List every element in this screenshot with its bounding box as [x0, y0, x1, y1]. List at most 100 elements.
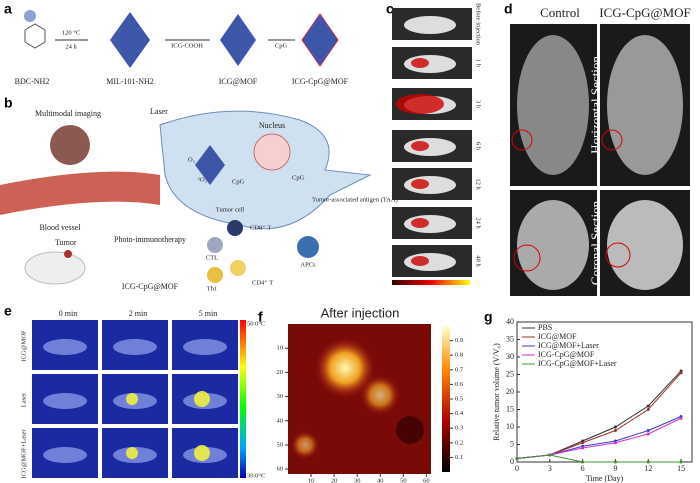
colorbar-label: 0.4 — [455, 410, 464, 417]
row-label: ICG@MOF+Laser — [20, 428, 27, 478]
hot-spot — [126, 447, 138, 459]
tumor-outline — [601, 129, 623, 151]
colorbar-label: 0.6 — [455, 381, 464, 388]
label: CpG — [232, 178, 245, 185]
heat-blob — [291, 431, 319, 459]
blood-vessel — [0, 171, 160, 215]
row-label: Laser — [20, 392, 27, 407]
panel-e: e 50.0°C 30.0°C 0 min 2 min 5 min ICG@MOF La… — [4, 303, 265, 480]
y-tick-label: 15 — [506, 404, 514, 413]
heat-blob — [360, 375, 400, 415]
x-axis-title: Time (Day) — [586, 474, 624, 483]
condition: 120 °C — [62, 29, 80, 36]
y-axis-title: Relative tumor volume (V/V₀) — [492, 343, 501, 441]
panel-g: g 0 3 6 9 12 15 0 5 10 15 20 25 30 35 40 Time (Day) Rela… — [484, 309, 693, 483]
y-tick-label: 20 — [277, 369, 284, 376]
mouse — [183, 339, 227, 355]
panel-label: b — [4, 95, 13, 111]
tumor-outline — [513, 244, 541, 272]
x-tick-label: 60 — [423, 477, 430, 483]
compound-label: MIL-101-NH2 — [106, 77, 154, 86]
octahedron — [110, 12, 150, 68]
label: CTL — [206, 254, 218, 261]
tumor-outline — [605, 242, 631, 268]
x-tick-label: 12 — [644, 464, 652, 473]
tumor-outline — [511, 129, 533, 151]
chart-title: After injection — [321, 305, 400, 320]
colorbar — [442, 326, 450, 472]
y-tick-label: 0 — [510, 457, 514, 466]
column-header: 2 min — [129, 309, 147, 318]
y-tick-label: 50 — [277, 441, 284, 448]
tumor-cell — [159, 110, 372, 230]
colorbar-label: 0.1 — [455, 454, 463, 461]
label: Nucleus — [259, 121, 285, 130]
time-label: 3 h — [475, 100, 482, 109]
x-tick-label: 40 — [377, 477, 384, 483]
legend-label: ICG-CpG@MOF+Laser — [538, 359, 617, 368]
label: O₂ — [188, 156, 195, 163]
series-line — [516, 454, 682, 463]
time-label: 48 h — [475, 255, 482, 267]
y-tick-label: 5 — [510, 439, 514, 448]
mri-body — [607, 200, 683, 290]
column-header: Control — [540, 5, 580, 20]
cell-icon — [227, 220, 243, 236]
heat-shadow — [396, 416, 424, 444]
mri-body — [607, 35, 683, 175]
x-tick-label: 3 — [548, 464, 552, 473]
mouse — [404, 16, 456, 34]
mouse — [43, 393, 87, 409]
cell-icon — [230, 260, 246, 276]
octahedron — [220, 14, 256, 66]
y-tick-label: 10 — [506, 422, 514, 431]
x-tick-label: 0 — [515, 464, 519, 473]
x-tick-label: 30 — [354, 477, 361, 483]
cell-icon — [297, 236, 319, 258]
panel-f: f After injection 10 20 30 40 50 60 10 20 30 40 50… — [258, 305, 464, 483]
x-tick-label: 15 — [677, 464, 685, 473]
molecule — [24, 10, 46, 49]
label: ¹O₂ — [198, 176, 207, 183]
row-label: ICG@MOF — [20, 330, 27, 362]
panel-label: e — [4, 303, 12, 319]
panel-label: f — [258, 309, 263, 325]
colorbar-label: 0.7 — [455, 366, 464, 373]
time-label: 24 h — [475, 217, 482, 229]
panel-label: d — [504, 1, 513, 17]
signal — [411, 141, 429, 151]
compound-label: ICG-CpG@MOF — [292, 77, 349, 86]
legend-label: ICG-CpG@MOF — [538, 350, 595, 359]
label: CD4⁺ T — [252, 279, 273, 286]
colorbar-label: 0.9 — [455, 337, 463, 344]
column-header: ICG-CpG@MOF — [599, 5, 690, 20]
label: Tumor-associated antigen (TAA) — [312, 196, 398, 203]
y-tick-label: 30 — [277, 393, 284, 400]
row-label: Horizontal Section — [588, 56, 603, 154]
panel-b: b Multimodal imaging Laser Nucleus Blood… — [0, 95, 398, 292]
heat-blob — [315, 338, 375, 398]
y-tick-label: 30 — [506, 352, 514, 361]
label: APCs — [300, 261, 316, 268]
label: Blood vessel — [39, 223, 81, 232]
legend-label: PBS — [538, 323, 552, 332]
compound-label: BDC-NH2 — [15, 77, 50, 86]
mouse — [43, 447, 87, 463]
panel-label: g — [484, 309, 493, 325]
y-tick-label: 35 — [506, 334, 514, 343]
compound-label: ICG@MOF — [219, 77, 258, 86]
reagent: ICG-COOH — [171, 42, 203, 49]
column-header: 0 min — [59, 309, 77, 318]
octahedron — [301, 13, 339, 67]
octahedron — [195, 145, 225, 185]
mri-body — [517, 35, 589, 175]
condition: 24 h — [65, 43, 77, 50]
time-label: 1 h — [475, 59, 482, 68]
colorbar-label: 0.8 — [455, 352, 463, 359]
time-label: 6 h — [475, 142, 482, 151]
mouse — [43, 339, 87, 355]
y-tick-label: 40 — [506, 317, 514, 326]
y-tick-label: 10 — [277, 345, 284, 352]
label: Tumor — [55, 238, 77, 247]
